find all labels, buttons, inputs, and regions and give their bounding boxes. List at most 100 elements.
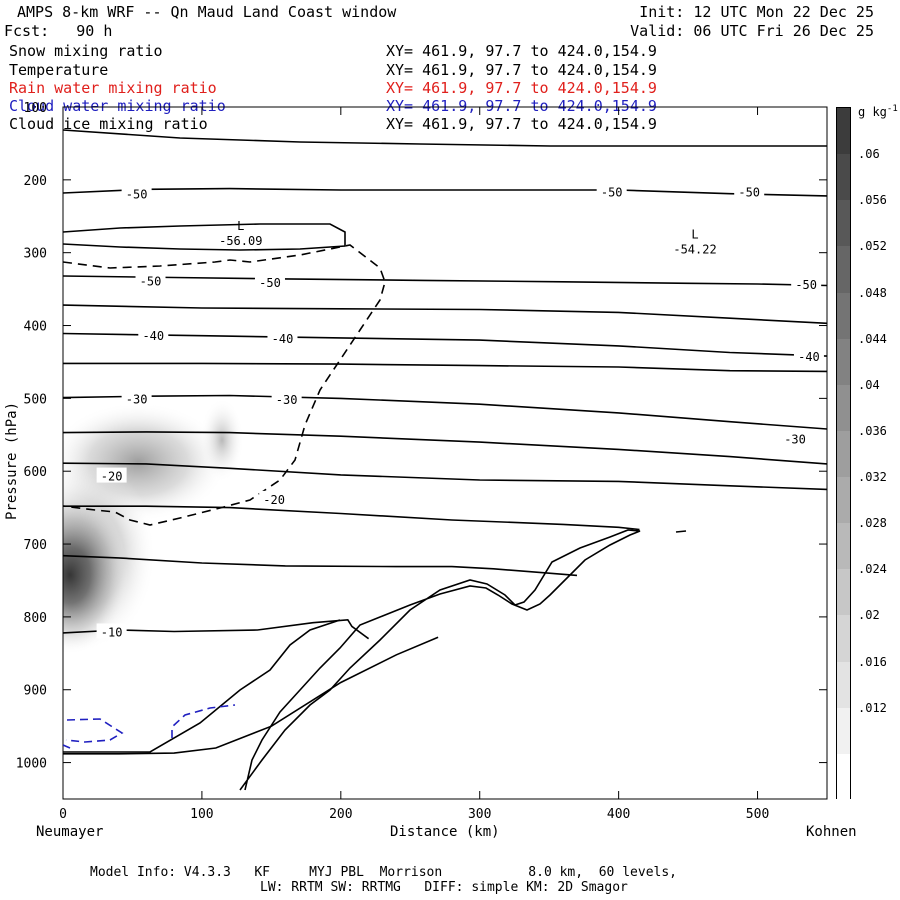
colorbar-unit-text: g kg — [858, 105, 887, 119]
contour-label-background — [96, 623, 127, 639]
legend-xy: XY= 461.9, 97.7 to 424.0,154.9 — [386, 79, 657, 97]
legend-xy: XY= 461.9, 97.7 to 424.0,154.9 — [386, 61, 657, 79]
temperature-contour-line — [63, 332, 827, 357]
y-tick-label: 500 — [24, 392, 47, 407]
contour-label: -50 — [738, 185, 760, 199]
temperature-contour-line — [63, 636, 439, 755]
axes: 0 100 200 300 400 500 100 200 300 400 500 600 700 800… — [16, 101, 827, 822]
y-tick-label: 100 — [24, 101, 47, 116]
legend-name: Snow mixing ratio — [9, 42, 163, 60]
contour-label-background — [259, 490, 290, 506]
y-tick-label: 300 — [24, 247, 47, 262]
contour-label: -30 — [126, 392, 148, 406]
plot-frame — [62, 106, 828, 800]
init-time: Init: 12 UTC Mon 22 Dec 25 — [639, 3, 874, 21]
contour-label-background — [734, 183, 765, 199]
colorbar-cell — [837, 523, 850, 570]
low-markers: L-56.09 L-54.22 — [219, 219, 717, 257]
snow-shading-core — [63, 495, 128, 655]
contour-label-background — [254, 273, 285, 289]
contour-label-background — [138, 326, 169, 342]
cloud-water-dashed-line — [65, 718, 124, 743]
temperature-contour-line — [63, 431, 827, 465]
contour-label: -50 — [259, 276, 281, 290]
colorbar-level-label: .016 — [858, 654, 887, 669]
y-tick-label: 400 — [24, 320, 47, 335]
contour-label-background — [121, 185, 152, 201]
temperature-contour-line — [63, 394, 827, 430]
temperature-contour-line — [63, 187, 827, 197]
colorbar-cell — [837, 246, 850, 294]
y-tick-label: 200 — [24, 174, 47, 189]
right-endpoint-label: Kohnen — [806, 824, 857, 840]
x-tick-label: 300 — [468, 807, 491, 822]
temperature-contour-line — [63, 618, 370, 640]
contour-label: -50 — [601, 185, 623, 199]
x-tick-label: 100 — [190, 807, 213, 822]
colorbar-cell — [837, 430, 850, 478]
model-info-line2: LW: RRTM SW: RRTMG DIFF: simple KM: 2D S… — [260, 880, 628, 895]
cloud-water-dashed-line — [171, 704, 236, 738]
cloud-water-contours — [63, 704, 236, 749]
y-tick-label: 600 — [24, 465, 47, 480]
colorbar-unit: g kg-1 — [858, 101, 898, 120]
legend-name: Rain water mixing ratio — [9, 79, 217, 97]
cloud-ice-contour — [63, 244, 386, 526]
low-mark: L — [691, 227, 698, 241]
contour-label-background — [267, 329, 298, 345]
x-tick-label: 400 — [607, 807, 630, 822]
colorbar-level-label: .044 — [858, 331, 887, 346]
contour-label-background — [96, 467, 127, 483]
colorbar-cell — [837, 661, 850, 709]
low-mark: L — [237, 219, 244, 233]
forecast-hour: Fcst: 90 h — [4, 22, 113, 40]
colorbar-cell — [837, 108, 850, 155]
colorbar-level-label: .04 — [858, 377, 880, 392]
contour-label-background — [121, 390, 152, 406]
low-value: -54.22 — [673, 242, 716, 256]
temperature-contour-line — [63, 304, 827, 325]
contour-label: -30 — [784, 432, 806, 446]
contour-label-background — [780, 430, 811, 446]
colorbar-level-label: .06 — [858, 147, 880, 162]
contour-fragment — [675, 530, 687, 533]
colorbar — [836, 107, 851, 801]
contour-label: -30 — [276, 393, 298, 407]
terrain-outline — [63, 529, 641, 791]
contour-label: -50 — [126, 188, 148, 202]
left-endpoint-label: Neumayer — [36, 824, 104, 840]
contour-label: -10 — [101, 625, 123, 639]
colorbar-level-label: .024 — [858, 562, 887, 577]
colorbar-cell — [837, 753, 850, 801]
y-tick-label: 1000 — [16, 757, 47, 772]
contour-label-background — [596, 183, 627, 199]
contour-label: -40 — [142, 329, 164, 343]
y-tick-label: 900 — [24, 684, 47, 699]
colorbar-level-label: .012 — [858, 700, 887, 715]
contour-label: -40 — [798, 350, 820, 364]
contour-label: -20 — [263, 493, 285, 507]
temperature-contour-line — [63, 362, 827, 373]
temperature-contour-line — [63, 505, 640, 531]
x-axis-label: Distance (km) — [390, 824, 500, 840]
colorbar-cell — [837, 200, 850, 247]
temperature-contour-line — [63, 462, 827, 491]
colorbar-level-label: .032 — [858, 470, 887, 485]
x-tick-label: 0 — [59, 807, 67, 822]
legend-name: Cloud water mixing ratio — [9, 97, 226, 115]
temperature-contour-line — [63, 554, 578, 577]
colorbar-level-label: .036 — [858, 423, 887, 438]
contour-label-background — [135, 272, 166, 288]
temperature-contour-line — [63, 275, 827, 287]
y-axis-label: Pressure (hPa) — [4, 401, 20, 520]
x-tick-label: 200 — [329, 807, 352, 822]
contour-label-background — [793, 348, 824, 364]
low-value: -56.09 — [219, 234, 262, 248]
x-tick-label: 500 — [746, 807, 769, 822]
surface-line — [63, 619, 341, 753]
cloud-ice-dashed-line — [63, 244, 386, 526]
legend-xy: XY= 461.9, 97.7 to 424.0,154.9 — [386, 97, 657, 115]
closed-temperature-contour — [63, 223, 346, 251]
colorbar-cell — [837, 154, 850, 201]
